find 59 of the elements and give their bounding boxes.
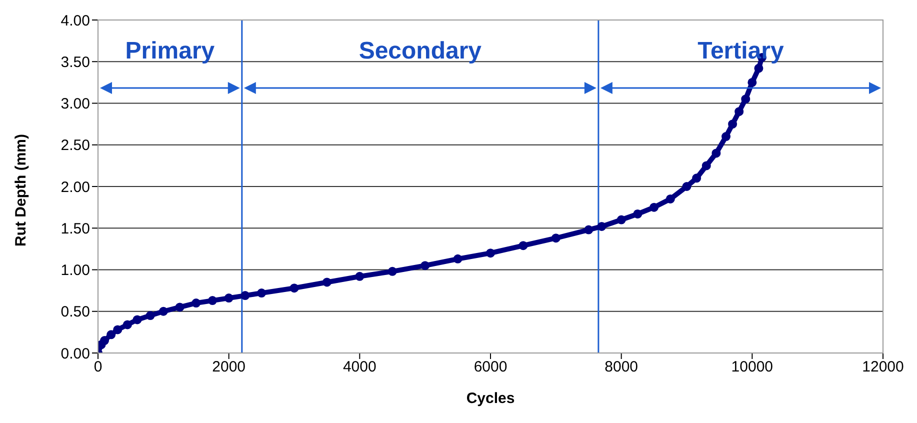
point [388,266,397,276]
point [682,182,692,191]
point [518,241,528,250]
y-tick-label: 2.50 [60,137,90,154]
point [355,272,364,281]
x-tick-label: 0 [94,358,102,376]
y-tick-label: 0.50 [60,304,90,321]
x-tick-label: 10000 [731,358,774,376]
point [597,222,606,231]
x-tick-label: 8000 [604,358,638,376]
x-axis-title: Cycles [466,390,515,407]
y-tick-label: 1.00 [60,262,90,280]
point [224,294,234,303]
point [175,302,184,312]
point [208,296,217,306]
point [420,261,430,270]
x-tick-label: 6000 [474,358,508,376]
y-tick-label: 2.00 [60,178,90,196]
point [584,225,594,234]
point [551,234,560,243]
y-tick-label: 0.00 [60,345,90,362]
point [192,298,201,308]
y-tick-label: 4.00 [60,12,90,30]
point [113,325,122,334]
y-tick-label: 1.50 [60,220,90,238]
point [132,315,142,324]
point [486,248,495,258]
point [748,78,757,87]
point [650,202,659,212]
point [122,320,132,330]
x-tick-label: 4000 [342,358,376,376]
point [322,278,332,287]
point [290,284,299,293]
point [240,291,250,300]
point [633,209,642,218]
y-tick-label: 3.00 [60,96,90,113]
point [100,336,110,346]
annotation: Tertiary [698,37,784,64]
point [666,194,675,204]
y-tick-label: 3.50 [60,54,90,71]
point [702,161,711,170]
point [741,94,750,104]
point [257,288,266,298]
point [146,311,155,320]
annotation: Primary [125,37,216,64]
point [616,215,626,224]
point [106,330,116,340]
point [734,107,744,116]
point [722,132,730,142]
annotation: Secondary [358,37,482,64]
x-tick-label: 2000 [212,358,246,376]
point [712,148,721,158]
y-axis-title: Rut Depth (mm) [12,134,30,246]
point [158,306,168,316]
point [692,174,702,183]
x-tick-label: 12000 [862,358,904,376]
point [728,120,738,129]
point [754,64,764,73]
point [453,254,462,264]
